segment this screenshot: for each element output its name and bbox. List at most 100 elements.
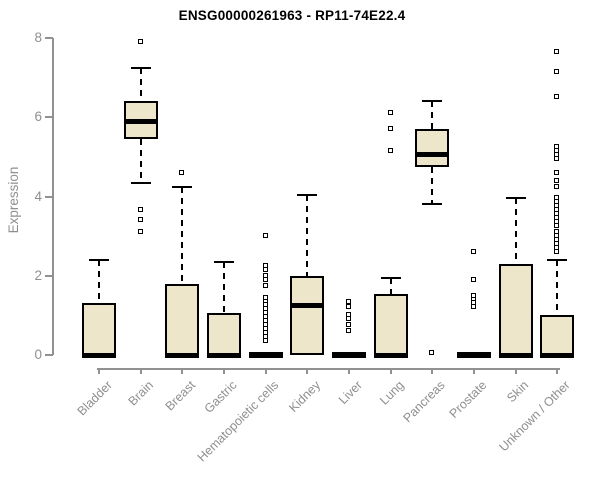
x-axis-tick — [98, 368, 100, 374]
outlier-lung — [387, 110, 393, 116]
median-unknown-other — [540, 352, 575, 358]
chart-title: ENSG00000261963 - RP11-74E22.4 — [178, 8, 406, 23]
outlier-liver — [345, 328, 351, 334]
x-tick-label-bladder: Bladder — [74, 378, 115, 419]
x-axis-tick — [556, 368, 559, 374]
x-axis-tick — [264, 368, 267, 374]
outlier-unknown-other — [554, 223, 560, 229]
box-lung — [373, 293, 408, 355]
outlier-unknown-other — [554, 183, 560, 189]
median-gastric — [206, 352, 241, 358]
median-prostate — [456, 352, 491, 358]
x-tick-label-skin: Skin — [504, 378, 532, 406]
outlier-pancreas — [429, 350, 435, 356]
box-breast — [165, 283, 200, 355]
x-axis-tick — [222, 368, 225, 374]
outlier-prostate — [470, 276, 476, 282]
x-axis-tick — [431, 368, 434, 374]
outlier-hematopoietic-cells — [262, 266, 268, 272]
x-axis-tick — [181, 368, 184, 374]
x-axis-tick — [389, 368, 392, 374]
whisker-upper-bladder — [98, 259, 100, 304]
whisker-upper-kidney — [306, 194, 309, 276]
whisker-cap-upper-skin — [505, 197, 526, 200]
x-axis-tick — [139, 368, 142, 374]
x-tick-label-liver: Liver — [335, 378, 365, 408]
outlier-hematopoietic-cells — [262, 282, 268, 288]
y-axis-tick — [45, 195, 53, 198]
outlier-breast — [179, 169, 185, 175]
outlier-unknown-other — [554, 94, 560, 100]
outlier-prostate — [470, 248, 476, 254]
x-tick-label-lung: Lung — [376, 378, 407, 408]
outlier-unknown-other — [554, 177, 560, 183]
x-axis-tick — [514, 368, 517, 374]
outlier-unknown-other — [554, 169, 560, 175]
box-gastric — [206, 313, 241, 355]
whisker-cap-upper-kidney — [297, 193, 318, 196]
outlier-unknown-other — [554, 155, 560, 161]
y-axis-tick — [45, 116, 53, 119]
outlier-liver — [345, 298, 351, 304]
outlier-hematopoietic-cells — [262, 276, 268, 282]
y-tick-label: 0 — [34, 347, 42, 362]
whisker-upper-skin — [514, 198, 517, 264]
whisker-cap-upper-lung — [380, 276, 401, 279]
box-skin — [498, 263, 533, 355]
x-tick-label-breast: Breast — [162, 378, 199, 414]
median-brain — [123, 118, 158, 124]
median-lung — [373, 352, 408, 358]
box-kidney — [290, 275, 325, 355]
outlier-lung — [387, 147, 393, 153]
median-kidney — [290, 302, 325, 308]
whisker-upper-lung — [389, 277, 392, 294]
whisker-lower-pancreas — [431, 166, 434, 205]
y-axis-tick — [45, 354, 53, 356]
whisker-lower-brain — [139, 139, 142, 183]
outlier-brain — [137, 207, 143, 213]
outlier-unknown-other — [554, 68, 560, 74]
whisker-upper-pancreas — [431, 101, 434, 130]
x-axis-tick — [347, 368, 350, 374]
whisker-cap-upper-gastric — [213, 260, 234, 263]
whisker-cap-upper-unknown-other — [547, 258, 568, 261]
whisker-cap-lower-pancreas — [422, 203, 443, 206]
outlier-unknown-other — [554, 248, 560, 254]
outlier-liver — [345, 316, 351, 322]
whisker-upper-brain — [139, 67, 142, 102]
median-pancreas — [415, 152, 450, 158]
outlier-brain — [137, 229, 143, 235]
median-hematopoietic-cells — [248, 352, 283, 358]
y-tick-label: 8 — [34, 30, 42, 45]
x-tick-label-pancreas: Pancreas — [400, 378, 449, 426]
whisker-upper-unknown-other — [556, 259, 559, 316]
whisker-cap-upper-brain — [130, 66, 151, 69]
whisker-upper-gastric — [222, 261, 225, 314]
outlier-liver — [345, 322, 351, 328]
y-axis-line — [52, 38, 54, 355]
x-tick-label-brain: Brain — [126, 378, 157, 409]
outlier-hematopoietic-cells — [262, 338, 268, 344]
x-tick-label-gastric: Gastric — [201, 378, 240, 416]
y-tick-label: 2 — [34, 267, 42, 283]
outlier-lung — [387, 126, 393, 132]
x-tick-label-hematopoietic-cells: Hematopoietic cells — [194, 378, 282, 465]
whisker-cap-upper-bladder — [89, 258, 109, 261]
whisker-cap-upper-pancreas — [422, 100, 443, 103]
median-skin — [498, 352, 533, 358]
x-tick-label-prostate: Prostate — [446, 378, 490, 421]
whisker-cap-upper-breast — [172, 185, 193, 188]
outlier-brain — [137, 38, 143, 44]
outlier-liver — [345, 304, 351, 310]
outlier-hematopoietic-cells — [262, 233, 268, 239]
whisker-upper-breast — [181, 186, 184, 284]
outlier-prostate — [470, 304, 476, 310]
box-bladder — [82, 303, 116, 355]
x-tick-label-kidney: Kidney — [286, 378, 324, 415]
x-axis-line — [97, 368, 561, 370]
outlier-brain — [137, 217, 143, 223]
whisker-cap-lower-brain — [130, 181, 151, 184]
y-axis-tick — [45, 274, 53, 277]
